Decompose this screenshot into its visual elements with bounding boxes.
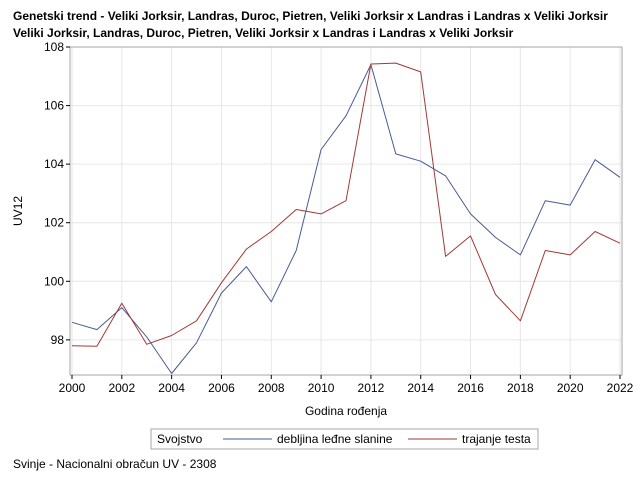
series-lines (71, 62, 621, 374)
x-tick-label: 2012 (358, 381, 385, 395)
y-tick-label: 98 (51, 333, 65, 347)
chart-title-line-2: Veliki Jorksir, Landras, Duroc, Pietren,… (13, 26, 514, 40)
legend-label-debljina: debljina leđne slanine (277, 432, 393, 446)
grid (70, 46, 622, 375)
y-tick-label: 102 (44, 216, 64, 230)
y-tick-label: 104 (44, 157, 64, 171)
x-tick-label: 2018 (507, 381, 534, 395)
x-axis-title: Godina rođenja (305, 404, 387, 418)
plot-frame (69, 46, 623, 376)
x-tick-label: 2002 (108, 381, 135, 395)
y-axis-title: UV12 (11, 196, 25, 226)
legend: Svojstvo debljina leđne slanine trajanje… (150, 428, 539, 450)
x-tick-label: 2004 (158, 381, 185, 395)
x-tick-label: 2006 (208, 381, 235, 395)
x-tick-label: 2020 (557, 381, 584, 395)
x-tick-label: 2022 (607, 381, 634, 395)
y-tick-label: 100 (44, 274, 64, 288)
series-line-trajanje (71, 62, 621, 347)
legend-title: Svojstvo (157, 432, 203, 446)
x-tick-label: 2016 (457, 381, 484, 395)
legend-frame (150, 428, 539, 450)
x-tick-label: 2010 (308, 381, 335, 395)
x-tick-label: 2000 (59, 381, 86, 395)
axis-ticks: 98 100 102 104 106 108 2000 2002 2004 2006 2008 201… (44, 40, 634, 395)
x-tick-label: 2008 (258, 381, 285, 395)
footnote: Svinje - Nacionalni obračun UV - 2308 (13, 457, 217, 471)
x-tick-label: 2014 (407, 381, 434, 395)
y-tick-label: 108 (44, 40, 64, 54)
series-line-debljina (71, 64, 621, 374)
chart-title-line-1: Genetski trend - Veliki Jorksir, Landras… (13, 9, 608, 23)
legend-label-trajanje: trajanje testa (462, 432, 531, 446)
y-tick-label: 106 (44, 99, 64, 113)
